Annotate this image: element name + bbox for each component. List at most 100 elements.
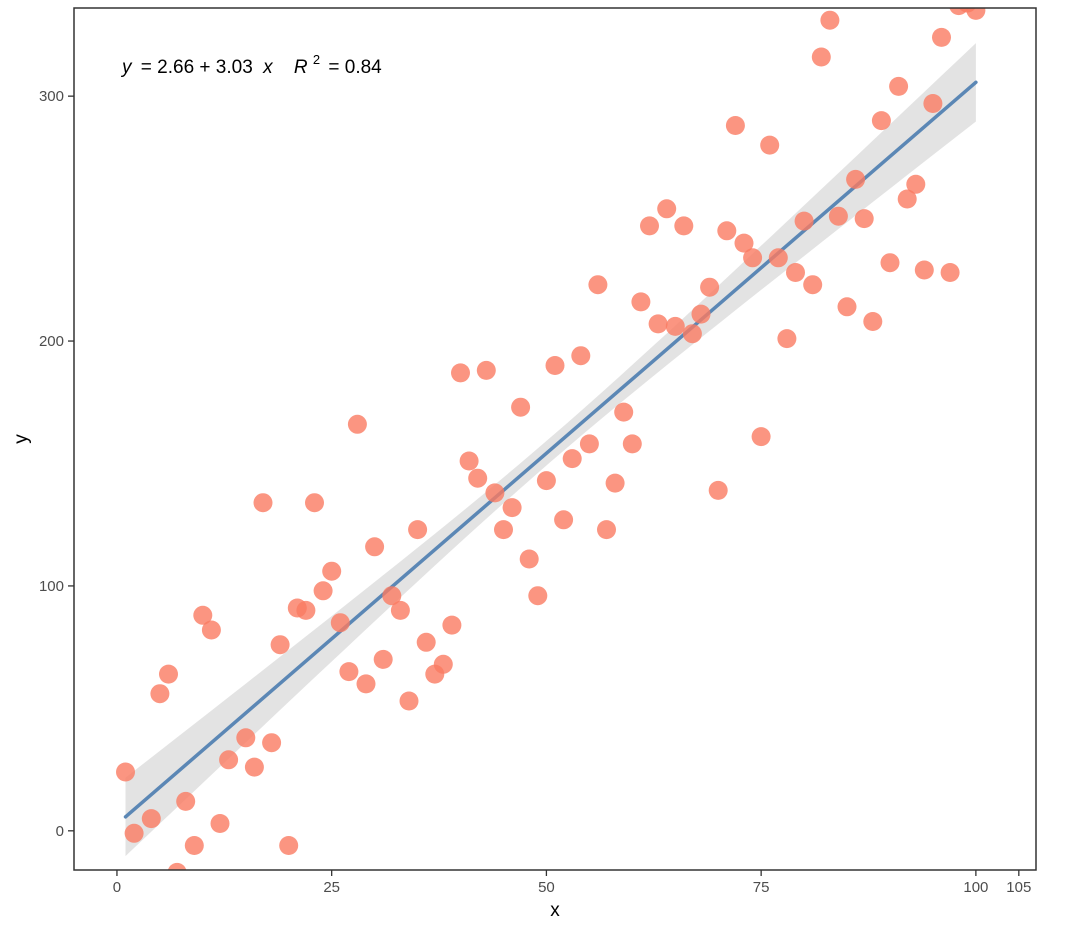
data-point	[193, 605, 213, 625]
data-point	[511, 397, 531, 417]
data-point	[846, 169, 866, 189]
equation-y-var: y	[120, 57, 133, 78]
data-point	[236, 728, 256, 748]
data-point	[579, 434, 599, 454]
data-point	[184, 836, 204, 855]
data-point	[270, 635, 290, 655]
data-point	[390, 600, 410, 620]
data-point	[313, 581, 333, 601]
data-point	[244, 757, 264, 777]
data-point	[279, 836, 299, 855]
data-point	[631, 292, 651, 312]
data-point	[674, 216, 694, 236]
data-point	[382, 586, 402, 606]
data-point	[605, 473, 625, 493]
regression-equation: y = 2.66 + 3.03 x R 2 = 0.84	[120, 48, 382, 78]
data-point	[682, 324, 702, 344]
data-point	[296, 600, 316, 620]
data-point	[854, 209, 874, 229]
data-point	[708, 480, 728, 500]
data-point	[751, 427, 771, 447]
data-point	[614, 402, 634, 422]
y-tick-label: 200	[39, 333, 64, 350]
data-point	[365, 537, 385, 557]
data-point	[433, 654, 453, 674]
data-point	[880, 253, 900, 273]
x-tick-label: 75	[753, 879, 770, 896]
data-point	[725, 116, 745, 135]
data-point	[305, 493, 324, 513]
data-point	[811, 47, 831, 67]
data-point	[545, 356, 565, 375]
data-point	[897, 189, 917, 209]
data-point	[828, 206, 848, 226]
data-point	[932, 27, 951, 47]
data-point	[502, 498, 522, 518]
data-point	[794, 211, 814, 231]
data-point	[468, 468, 488, 488]
data-point	[640, 216, 659, 236]
data-point	[347, 414, 367, 434]
x-axis-title: x	[550, 900, 560, 921]
data-point	[262, 733, 282, 753]
x-tick-label: 105	[1006, 879, 1031, 896]
x-tick-label: 25	[323, 879, 340, 896]
data-point	[408, 520, 428, 540]
data-point	[734, 233, 754, 253]
y-tick-label: 0	[56, 823, 64, 840]
data-point	[820, 10, 840, 30]
y-axis-title: y	[11, 434, 32, 444]
data-point	[176, 791, 196, 811]
data-point	[253, 493, 273, 513]
data-point	[871, 111, 891, 131]
data-point	[399, 691, 419, 711]
data-point	[803, 275, 823, 295]
data-point	[914, 260, 934, 280]
y-tick-label: 300	[39, 88, 64, 105]
data-point	[159, 664, 178, 684]
data-point	[768, 248, 788, 268]
equation-rhs: = 2.66 + 3.03	[141, 57, 253, 78]
data-point	[665, 316, 685, 336]
data-point	[330, 613, 350, 633]
data-point	[210, 814, 230, 833]
x-tick-label: 100	[963, 879, 988, 896]
data-point	[554, 510, 574, 530]
data-point	[777, 329, 797, 349]
data-point	[442, 615, 462, 635]
data-point	[863, 312, 883, 331]
data-point	[700, 277, 720, 297]
data-point	[373, 649, 393, 669]
r-squared-exponent: 2	[313, 52, 320, 67]
data-point	[124, 823, 144, 843]
data-point	[837, 297, 857, 317]
r-squared-label: R	[294, 57, 308, 78]
fit-line-layer	[123, 80, 978, 819]
data-point	[219, 750, 239, 770]
data-point	[923, 94, 943, 113]
data-point	[743, 248, 763, 268]
data-point	[494, 520, 513, 540]
data-point	[588, 275, 608, 295]
y-tick-label: 100	[39, 578, 64, 595]
data-point	[597, 520, 616, 540]
data-point	[571, 346, 591, 366]
data-point	[167, 862, 187, 870]
data-point	[150, 684, 170, 704]
equation-x-var: x	[262, 57, 274, 78]
data-point	[622, 434, 642, 454]
data-point	[451, 363, 470, 383]
data-point	[536, 471, 556, 491]
r-squared-value: = 0.84	[328, 57, 382, 78]
y-axis: 0 100 200 300	[39, 88, 74, 840]
data-point	[691, 304, 711, 324]
data-point	[476, 360, 496, 380]
data-point	[889, 76, 909, 96]
data-point	[116, 762, 135, 782]
data-point	[201, 620, 221, 640]
data-point	[657, 199, 677, 219]
x-tick-label: 50	[538, 879, 555, 896]
data-point	[519, 549, 539, 569]
data-point	[339, 662, 359, 682]
